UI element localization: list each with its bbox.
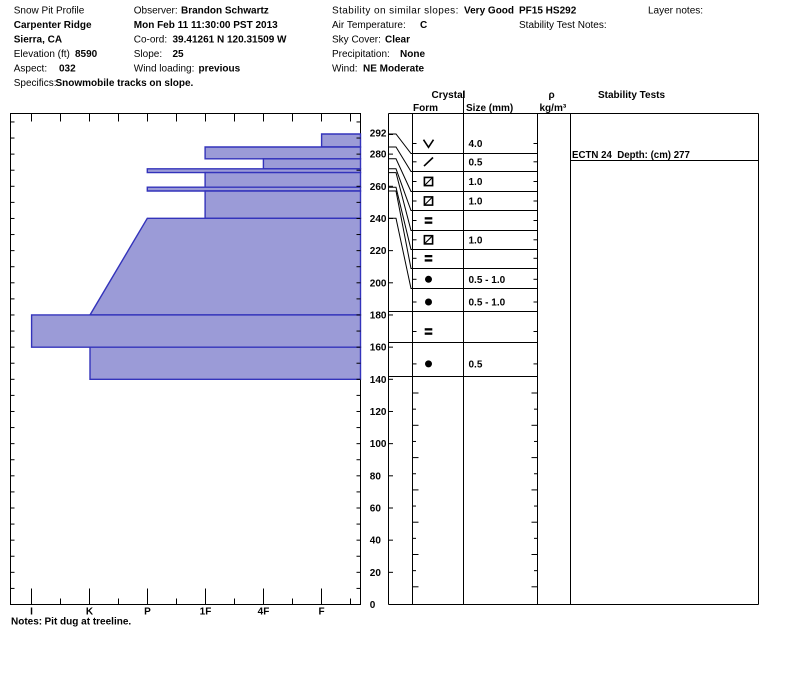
svg-text:Carpenter Ridge: Carpenter Ridge [14,20,92,31]
svg-text:Slope:: Slope: [134,49,162,60]
svg-text:Air Temperature:: Air Temperature: [332,20,406,31]
svg-text:Stability Test Notes:: Stability Test Notes: [519,20,607,31]
svg-text:Size (mm): Size (mm) [466,103,513,114]
svg-text:Specifics:: Specifics: [14,78,57,89]
svg-text:180: 180 [370,310,387,321]
svg-text:292: 292 [370,129,387,140]
svg-text:0.5 - 1.0: 0.5 - 1.0 [469,298,506,309]
svg-text:None: None [400,49,425,60]
svg-text:Layer notes:: Layer notes: [648,6,703,17]
svg-text:0: 0 [370,600,376,611]
svg-text:Clear: Clear [385,35,410,46]
svg-text:1.0: 1.0 [469,236,483,247]
svg-text:Snowmobile tracks on slope.: Snowmobile tracks on slope. [56,78,194,89]
svg-text:4F: 4F [258,607,270,618]
svg-text:0.5: 0.5 [469,158,483,169]
svg-text:100: 100 [370,439,387,450]
svg-text:39.41261 N 120.31509 W: 39.41261 N 120.31509 W [173,35,288,46]
svg-text:20: 20 [370,568,382,579]
svg-text:Brandon Schwartz: Brandon Schwartz [181,6,269,17]
svg-text:1.0: 1.0 [469,177,483,188]
svg-text:PF15 HS292: PF15 HS292 [519,6,577,17]
svg-text:240: 240 [370,214,387,225]
svg-text:C: C [420,20,427,31]
svg-text:Co-ord:: Co-ord: [134,35,167,46]
svg-text:Sky Cover:: Sky Cover: [332,35,381,46]
svg-text:Notes:: Notes: [11,617,42,628]
svg-text:Wind:: Wind: [332,64,358,75]
svg-text:P: P [144,607,151,618]
svg-text:160: 160 [370,343,387,354]
svg-text:220: 220 [370,246,387,257]
svg-text:140: 140 [370,375,387,386]
svg-text:ECTN 24 Depth: (cm) 277: ECTN 24 Depth: (cm) 277 [572,150,690,161]
svg-text:I: I [30,607,33,618]
svg-text:25: 25 [173,49,185,60]
svg-text:NE Moderate: NE Moderate [363,64,425,75]
svg-text:8590: 8590 [75,49,98,60]
svg-text:Observer:: Observer: [134,6,178,17]
svg-text:4.0: 4.0 [469,139,483,150]
svg-text:Snow Pit Profile: Snow Pit Profile [14,6,85,17]
svg-text:200: 200 [370,278,387,289]
svg-text:60: 60 [370,503,382,514]
svg-text:Very Good: Very Good [464,6,514,17]
svg-text:Sierra, CA: Sierra, CA [14,35,62,46]
svg-text:1.0: 1.0 [469,197,483,208]
svg-text:Stability on similar slopes:: Stability on similar slopes: [332,6,459,17]
svg-text:ρ: ρ [549,90,555,101]
svg-text:Wind loading:: Wind loading: [134,64,195,75]
svg-text:Precipitation:: Precipitation: [332,49,390,60]
svg-text:F: F [318,607,324,618]
svg-text:previous: previous [199,64,241,75]
svg-text:80: 80 [370,471,382,482]
svg-text:280: 280 [370,150,387,161]
svg-text:Mon Feb 11 11:30:00 PST 2013: Mon Feb 11 11:30:00 PST 2013 [134,20,278,31]
svg-text:0.5: 0.5 [469,360,483,371]
svg-text:kg/m³: kg/m³ [540,103,567,114]
svg-text:120: 120 [370,407,387,418]
svg-text:0.5 - 1.0: 0.5 - 1.0 [469,275,506,286]
svg-text:Crystal: Crystal [432,90,466,101]
svg-text:032: 032 [59,64,76,75]
svg-text:Stability Tests: Stability Tests [598,90,665,101]
svg-text:Aspect:: Aspect: [14,64,47,75]
svg-text:Elevation (ft): Elevation (ft) [14,49,70,60]
svg-text:Pit dug at treeline.: Pit dug at treeline. [45,617,132,628]
svg-text:K: K [86,607,94,618]
svg-text:Form: Form [413,103,438,114]
svg-text:260: 260 [370,182,387,193]
svg-text:1F: 1F [200,607,212,618]
svg-text:40: 40 [370,536,382,547]
